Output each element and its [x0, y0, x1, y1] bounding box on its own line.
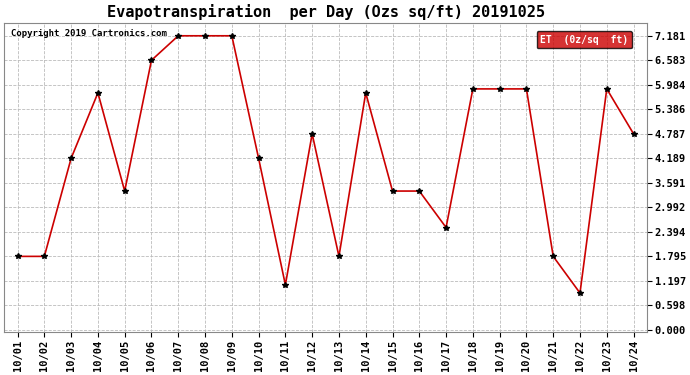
Text: Copyright 2019 Cartronics.com: Copyright 2019 Cartronics.com	[10, 29, 166, 38]
Legend: ET  (0z/sq  ft): ET (0z/sq ft)	[537, 31, 633, 48]
Title: Evapotranspiration  per Day (Ozs sq/ft) 20191025: Evapotranspiration per Day (Ozs sq/ft) 2…	[106, 4, 544, 20]
